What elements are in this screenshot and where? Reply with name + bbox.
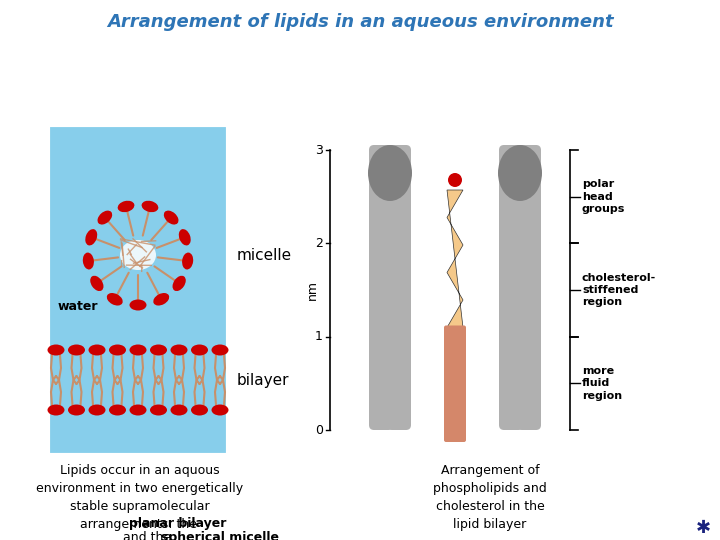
FancyBboxPatch shape [387,145,411,430]
Ellipse shape [85,229,97,246]
FancyBboxPatch shape [369,145,393,430]
Ellipse shape [171,345,187,355]
Text: 3: 3 [315,144,323,157]
Ellipse shape [130,345,146,355]
Text: Arrangement of
phospholipids and
cholesterol in the
lipid bilayer: Arrangement of phospholipids and cholest… [433,464,547,531]
Ellipse shape [130,404,146,415]
Ellipse shape [90,276,104,291]
Text: polar
head
groups: polar head groups [582,179,626,214]
Ellipse shape [109,404,126,415]
Text: 1: 1 [315,330,323,343]
Ellipse shape [150,404,167,415]
Text: micelle: micelle [237,247,292,262]
Text: 0: 0 [315,423,323,436]
FancyBboxPatch shape [48,125,228,455]
Text: and the: and the [123,531,175,540]
Text: water: water [58,300,99,314]
Ellipse shape [142,201,158,212]
Ellipse shape [150,345,167,355]
Ellipse shape [48,404,65,415]
Ellipse shape [368,145,412,201]
Text: planar bilayer: planar bilayer [130,516,227,530]
Ellipse shape [191,345,208,355]
Ellipse shape [83,253,94,269]
Text: bilayer: bilayer [237,373,289,388]
Ellipse shape [173,276,186,291]
Bar [310,130,595,440]
Ellipse shape [68,345,85,355]
Text: Lipids occur in an aquous
environment in two energetically
stable supramolecular: Lipids occur in an aquous environment in… [37,464,243,531]
Ellipse shape [68,404,85,415]
Ellipse shape [191,404,208,415]
FancyBboxPatch shape [517,145,541,430]
Ellipse shape [97,211,112,225]
Ellipse shape [89,345,106,355]
Ellipse shape [120,240,156,270]
Text: 2: 2 [315,237,323,250]
Ellipse shape [48,345,65,355]
Ellipse shape [153,293,169,306]
Ellipse shape [117,201,135,212]
Ellipse shape [130,300,146,310]
Ellipse shape [164,211,179,225]
Text: more
fluid
region: more fluid region [582,366,622,401]
Text: spherical micelle: spherical micelle [161,531,279,540]
Text: Arrangement of lipids in an aqueous environment: Arrangement of lipids in an aqueous envi… [107,13,613,31]
Ellipse shape [171,404,187,415]
Polygon shape [447,190,463,327]
Text: cholesterol-
stiffened
region: cholesterol- stiffened region [582,273,656,307]
Ellipse shape [109,345,126,355]
Text: nm: nm [305,280,318,300]
Text: ✱: ✱ [696,519,711,537]
FancyBboxPatch shape [444,326,466,442]
Ellipse shape [212,404,228,415]
Ellipse shape [448,173,462,187]
Ellipse shape [179,229,191,246]
Ellipse shape [498,145,542,201]
Ellipse shape [107,293,122,306]
Ellipse shape [212,345,228,355]
FancyBboxPatch shape [499,145,523,430]
Ellipse shape [182,253,193,269]
Ellipse shape [89,404,106,415]
